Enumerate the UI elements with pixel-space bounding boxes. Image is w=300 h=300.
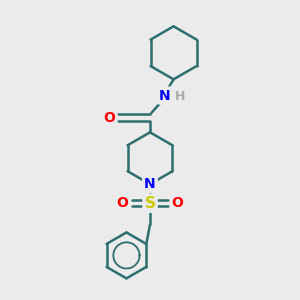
Text: S: S <box>145 196 155 211</box>
Text: N: N <box>144 177 156 191</box>
Text: H: H <box>175 91 185 103</box>
Text: O: O <box>172 196 184 210</box>
Text: O: O <box>103 111 115 124</box>
Text: O: O <box>116 196 128 210</box>
Text: N: N <box>159 88 170 103</box>
